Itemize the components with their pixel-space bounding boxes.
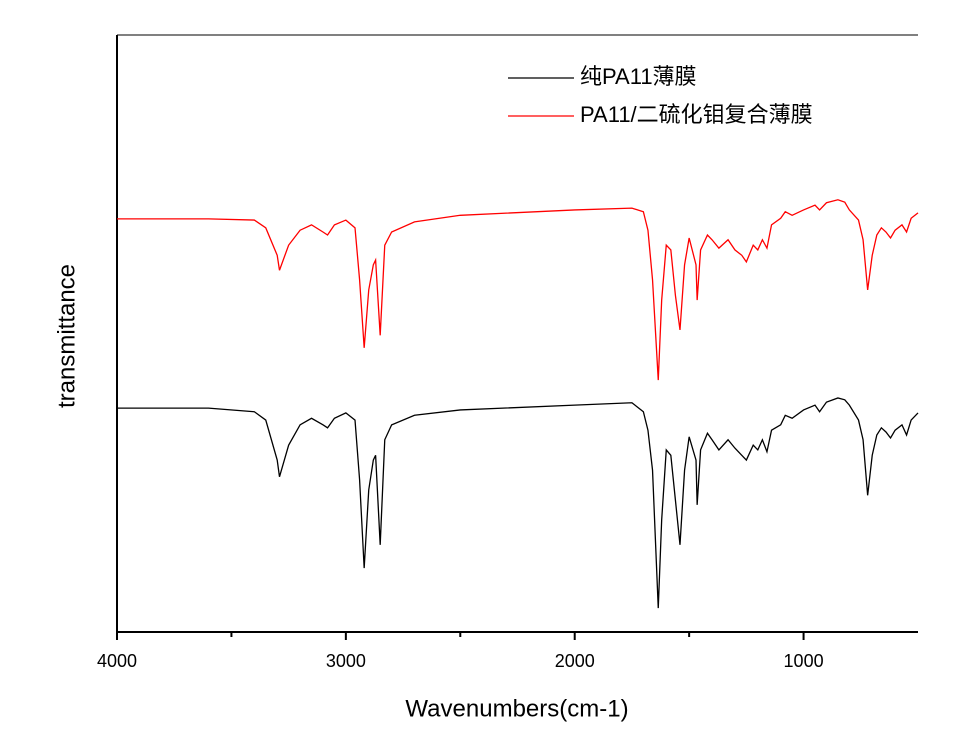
x-tick-label: 3000 xyxy=(326,651,366,671)
series-line xyxy=(117,199,919,381)
x-tick-label: 2000 xyxy=(555,651,595,671)
legend-label: PA11/二硫化钼复合薄膜 xyxy=(580,102,813,127)
y-axis-label: transmittance xyxy=(53,264,80,408)
x-tick-label: 4000 xyxy=(97,651,137,671)
legend-label: 纯PA11薄膜 xyxy=(580,64,697,89)
series-line xyxy=(117,397,919,609)
x-tick-label: 1000 xyxy=(784,651,824,671)
x-axis-label: Wavenumbers(cm-1) xyxy=(405,695,628,722)
